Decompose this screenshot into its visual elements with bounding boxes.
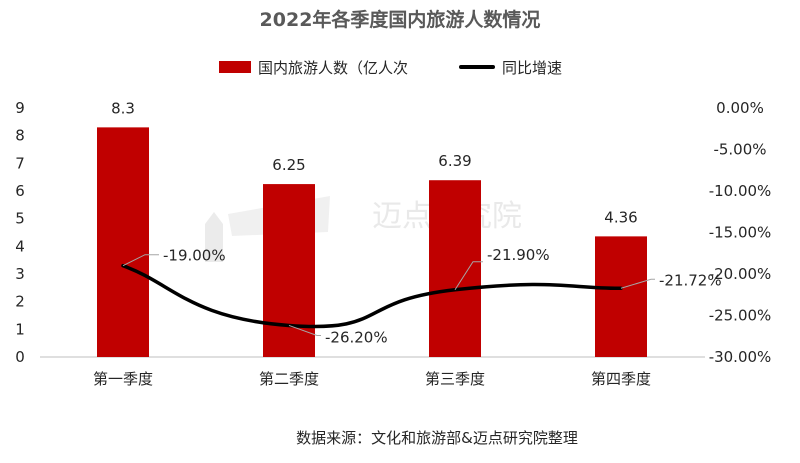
line-series — [121, 263, 623, 329]
line-data-label: -21.72% — [659, 271, 722, 289]
bar — [263, 184, 315, 357]
bar-series — [97, 127, 647, 357]
y-left-tick-label: 3 — [15, 265, 25, 283]
bar-data-label: 6.39 — [438, 152, 471, 170]
bar-data-label: 8.3 — [111, 99, 135, 117]
y-right-tick-label: -30.00% — [709, 348, 772, 366]
y-left-tick-label: 7 — [15, 154, 25, 172]
y-right-tick-label: -25.00% — [709, 307, 772, 325]
y-right-tick-label: -5.00% — [713, 141, 766, 159]
y-right-tick-label: -20.00% — [709, 265, 772, 283]
y-axis-left: 0 1 2 3 4 5 6 7 8 9 — [15, 99, 25, 366]
x-axis-categories: 第一季度 第二季度 第三季度 第四季度 — [93, 370, 651, 388]
line-data-labels: -19.00% -26.20% -21.90% -21.72% — [122, 246, 722, 346]
line-label-leader — [122, 254, 159, 267]
line-label-leader — [454, 261, 483, 291]
bar — [429, 180, 481, 357]
legend: 国内旅游人数（亿人次 同比增速 — [219, 59, 562, 77]
bar — [595, 236, 647, 357]
chart-title: 2022年各季度国内旅游人数情况 — [260, 8, 541, 31]
bar-data-label: 6.25 — [272, 156, 305, 174]
y-left-tick-label: 6 — [15, 182, 25, 200]
y-right-tick-label: -10.00% — [709, 182, 772, 200]
x-tick-label: 第三季度 — [425, 370, 485, 388]
legend-swatch-bar — [219, 61, 251, 73]
y-right-tick-label: -15.00% — [709, 224, 772, 242]
y-axis-right: 0.00% -5.00% -10.00% -15.00% -20.00% -25.00% -… — [709, 99, 772, 366]
line-data-label: -21.90% — [487, 246, 550, 264]
bar-data-label: 4.36 — [604, 208, 637, 226]
bar — [97, 127, 149, 357]
line-data-label: -26.20% — [325, 328, 388, 346]
x-tick-label: 第一季度 — [93, 370, 153, 388]
y-left-tick-label: 1 — [15, 320, 25, 338]
series-line — [121, 263, 623, 329]
y-left-tick-label: 4 — [15, 237, 25, 255]
line-label-leader — [620, 278, 655, 289]
legend-label-line: 同比增速 — [502, 59, 562, 77]
y-left-tick-label: 0 — [15, 348, 25, 366]
source-note: 数据来源：文化和旅游部&迈点研究院整理 — [296, 429, 578, 447]
legend-label-bar: 国内旅游人数（亿人次 — [258, 59, 408, 77]
y-right-tick-label: 0.00% — [716, 99, 764, 117]
line-label-leader — [288, 324, 321, 336]
x-tick-label: 第四季度 — [591, 370, 651, 388]
y-left-tick-label: 5 — [15, 210, 25, 228]
y-left-tick-label: 9 — [15, 99, 25, 117]
line-data-label: -19.00% — [163, 247, 226, 265]
y-left-tick-label: 8 — [15, 127, 25, 145]
bar-data-labels: 8.3 6.25 6.39 4.36 — [111, 99, 638, 226]
x-tick-label: 第二季度 — [259, 370, 319, 388]
y-left-tick-label: 2 — [15, 293, 25, 311]
